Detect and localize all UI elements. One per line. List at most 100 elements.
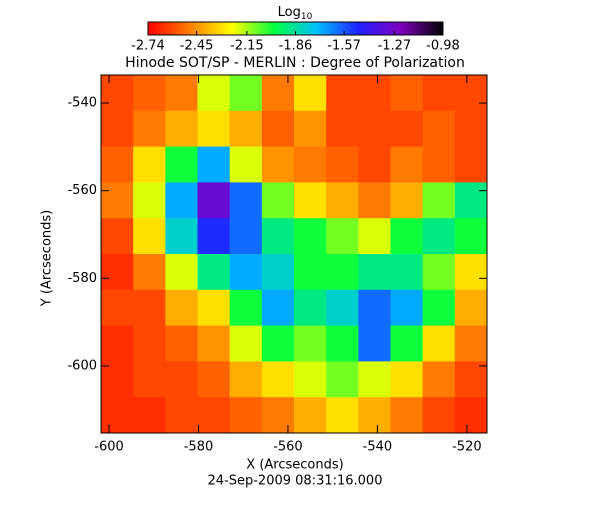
- heatmap-cell: [422, 146, 456, 183]
- heatmap-cell: [165, 254, 198, 291]
- heatmap-cell: [197, 182, 231, 219]
- colorbar-tick-label: -1.57: [327, 39, 361, 54]
- colorbar-tick-label: -2.45: [180, 39, 214, 54]
- heatmap-cell: [454, 289, 488, 327]
- heatmap-cell: [133, 289, 166, 327]
- heatmap-cell: [454, 110, 488, 148]
- heatmap-cell: [229, 182, 263, 219]
- heatmap-cell: [197, 325, 231, 362]
- heatmap-cell: [326, 289, 359, 327]
- heatmap-cell: [165, 325, 198, 362]
- heatmap-cell: [133, 110, 166, 148]
- heatmap-cell: [390, 325, 424, 362]
- heatmap-cell: [133, 254, 166, 291]
- heatmap-cell: [165, 182, 198, 219]
- colorbar-tick-label: -2.74: [131, 39, 165, 54]
- y-tick-label: -540: [67, 96, 97, 111]
- heatmap-cell: [326, 218, 359, 255]
- heatmap-cell: [422, 397, 456, 434]
- heatmap-cell: [197, 146, 231, 183]
- heatmap-cell: [390, 397, 424, 434]
- heatmap-cell: [197, 289, 231, 327]
- heatmap-cell: [294, 182, 327, 219]
- heatmap-cell: [358, 75, 391, 112]
- heatmap-cell: [229, 146, 263, 183]
- x-axis-label: X (Arcseconds): [246, 458, 343, 473]
- heatmap-cell: [197, 254, 231, 291]
- heatmap-cell: [390, 218, 424, 255]
- heatmap-cell: [261, 397, 295, 434]
- heatmap-cell: [133, 75, 166, 112]
- heatmap-cell: [133, 397, 166, 434]
- plot-frame: [100, 74, 488, 434]
- heatmap-cell: [294, 254, 327, 291]
- heatmap-cell: [229, 325, 263, 362]
- heatmap-cell: [133, 146, 166, 183]
- heatmap-cell: [133, 325, 166, 362]
- heatmap-cell: [358, 361, 391, 398]
- heatmap-cell: [229, 75, 263, 112]
- colorbar-label: Log10: [278, 5, 313, 22]
- heatmap-cell: [101, 361, 134, 398]
- heatmap-cell: [101, 75, 134, 112]
- heatmap-cell: [390, 254, 424, 291]
- heatmap-cell: [101, 397, 134, 434]
- heatmap-cell: [294, 361, 327, 398]
- heatmap-cell: [165, 75, 198, 112]
- heatmap-cell: [261, 289, 295, 327]
- heatmap-cell: [326, 146, 359, 183]
- heatmap-cell: [229, 397, 263, 434]
- heatmap-cell: [261, 254, 295, 291]
- heatmap-cell: [101, 254, 134, 291]
- y-tick-label: -560: [67, 183, 97, 198]
- heatmap-cell: [358, 325, 391, 362]
- heatmap-cell: [197, 75, 231, 112]
- heatmap-cell: [326, 110, 359, 148]
- colorbar-tick-label: -1.86: [279, 39, 313, 54]
- x-tick-label: -520: [452, 440, 482, 455]
- heatmap-cell: [454, 325, 488, 362]
- heatmap-cell: [229, 110, 263, 148]
- heatmap-cell: [197, 218, 231, 255]
- heatmap-cell: [261, 75, 295, 112]
- heatmap-cell: [358, 110, 391, 148]
- heatmap-cell: [326, 254, 359, 291]
- heatmap-cell: [422, 75, 456, 112]
- heatmap-cell: [294, 397, 327, 434]
- heatmap-cell: [390, 146, 424, 183]
- x-tick-label: -560: [273, 440, 303, 455]
- heatmap-cell: [390, 75, 424, 112]
- heatmap-cell: [294, 218, 327, 255]
- heatmap-cell: [326, 361, 359, 398]
- heatmap-cell: [165, 361, 198, 398]
- heatmap-cell: [165, 218, 198, 255]
- heatmap-cell: [454, 397, 488, 434]
- chart-title: Hinode SOT/SP - MERLIN : Degree of Polar…: [125, 55, 465, 71]
- heatmap-cell: [261, 146, 295, 183]
- heatmap-cell: [165, 289, 198, 327]
- heatmap-cell: [101, 218, 134, 255]
- heatmap-cell: [454, 254, 488, 291]
- heatmap-cell: [422, 325, 456, 362]
- heatmap-cell: [454, 182, 488, 219]
- heatmap-cell: [133, 182, 166, 219]
- heatmap-cell: [261, 361, 295, 398]
- y-axis-label: Y (Arcseconds): [40, 210, 55, 307]
- heatmap-cell: [294, 75, 327, 112]
- colorbar-tick-label: -1.27: [378, 39, 412, 54]
- heatmap-cell: [165, 146, 198, 183]
- heatmap-cell: [422, 182, 456, 219]
- heatmap-cell: [358, 397, 391, 434]
- heatmap-cell: [454, 218, 488, 255]
- heatmap-cell: [294, 325, 327, 362]
- heatmap-cell: [101, 146, 134, 183]
- heatmap-cell: [390, 110, 424, 148]
- x-tick-label: -540: [363, 440, 393, 455]
- heatmap-cell: [358, 254, 391, 291]
- heatmap-cell: [422, 218, 456, 255]
- heatmap-cell: [101, 110, 134, 148]
- heatmap-cell: [454, 361, 488, 398]
- y-tick-label: -600: [67, 358, 97, 373]
